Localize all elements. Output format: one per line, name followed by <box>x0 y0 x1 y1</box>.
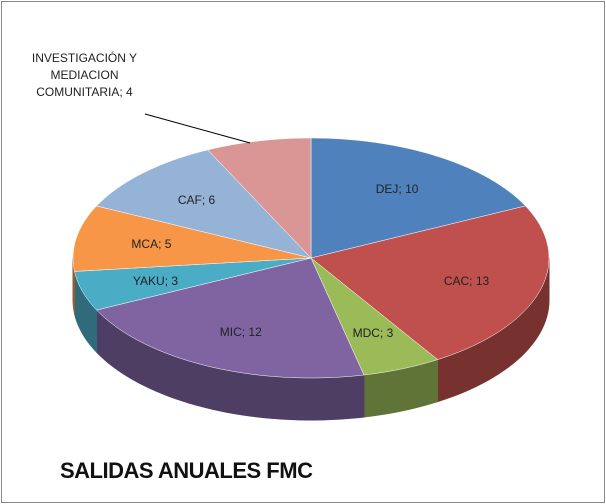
data-label: MCA; 5 <box>131 237 172 252</box>
slice: MDC <box>310 257 439 376</box>
slice: DEJ <box>310 137 526 259</box>
slice: YAKU <box>74 257 312 311</box>
data-label: YAKU; 3 <box>132 273 179 288</box>
data-label: DEJ; 10 <box>375 181 419 196</box>
slice: MCA <box>72 205 312 272</box>
slice: CAC <box>310 205 550 360</box>
slice: CAF <box>96 149 312 259</box>
data-label: INVESTIGACIÓN Y MEDIACION COMUNITARIA; 4 <box>31 51 138 99</box>
data-label: MDC; 3 <box>352 326 394 341</box>
slice: MIC <box>96 257 365 379</box>
data-label: CAF; 6 <box>177 193 216 208</box>
slice: INVESTIGACIÓN Y MEDIACION COMUNITARIA <box>207 137 312 259</box>
data-label: CAC; 13 <box>443 273 490 288</box>
chart-title: SALIDAS ANUALES FMC <box>60 458 313 483</box>
leader-line <box>144 113 251 144</box>
data-label: MIC; 12 <box>219 324 262 339</box>
